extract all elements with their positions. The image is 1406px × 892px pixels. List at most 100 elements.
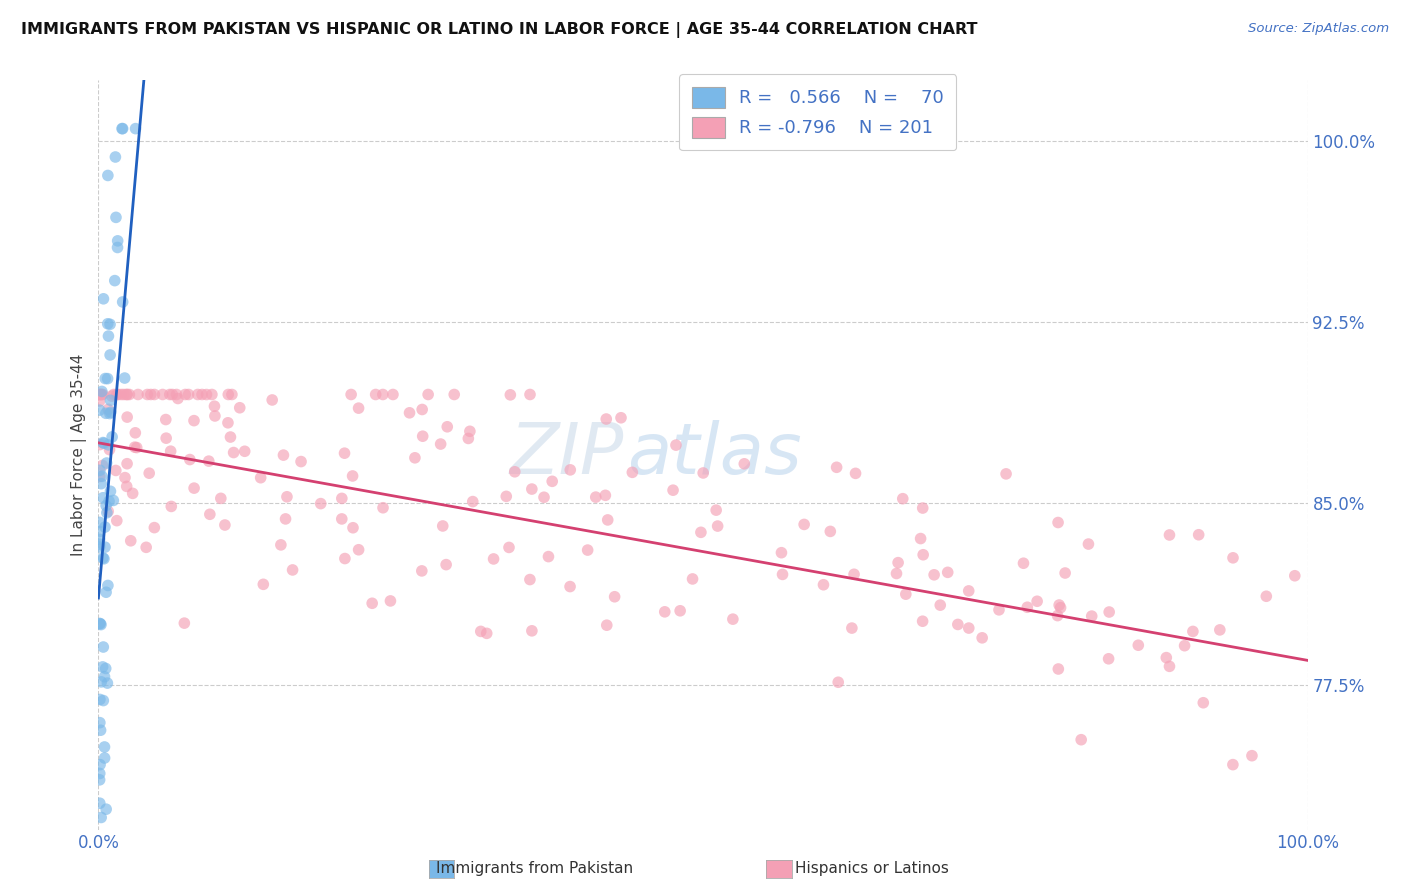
Point	[187, 387, 209, 401]
Point	[90, 384, 112, 399]
Point	[94, 661, 117, 675]
Point	[93, 292, 115, 306]
Point	[342, 469, 364, 483]
Point	[219, 430, 242, 444]
Point	[436, 419, 458, 434]
Point	[533, 490, 555, 504]
Point	[475, 626, 498, 640]
Point	[110, 387, 132, 401]
Point	[342, 521, 364, 535]
Point	[911, 614, 934, 628]
Point	[94, 540, 117, 554]
Text: atlas: atlas	[627, 420, 801, 490]
Point	[89, 533, 111, 547]
Point	[97, 317, 120, 331]
Point	[1159, 528, 1181, 542]
Point	[733, 457, 755, 471]
Point	[89, 524, 111, 539]
Point	[381, 387, 404, 401]
Point	[498, 541, 520, 555]
Point	[93, 436, 115, 450]
Point	[112, 387, 135, 401]
Point	[103, 387, 125, 401]
Point	[662, 483, 685, 498]
Point	[89, 437, 111, 451]
Point	[107, 234, 129, 248]
Point	[91, 640, 114, 654]
Point	[595, 412, 617, 426]
Point	[97, 329, 120, 343]
Point	[922, 567, 945, 582]
Point	[276, 490, 298, 504]
Point	[89, 772, 111, 787]
Point	[90, 810, 112, 824]
Point	[120, 533, 142, 548]
Point	[669, 604, 692, 618]
Point	[912, 548, 935, 562]
Point	[820, 524, 842, 539]
Point	[139, 387, 162, 401]
Point	[159, 444, 181, 458]
Point	[274, 512, 297, 526]
Point	[603, 590, 626, 604]
Point	[162, 387, 184, 401]
Point	[1047, 516, 1070, 530]
Point	[89, 516, 111, 530]
Point	[520, 482, 543, 496]
Point	[772, 567, 794, 582]
Point	[183, 481, 205, 495]
Point	[333, 551, 356, 566]
Point	[183, 414, 205, 428]
Point	[89, 540, 111, 554]
Point	[1256, 589, 1278, 603]
Point	[330, 512, 353, 526]
Point	[270, 538, 292, 552]
Point	[1012, 556, 1035, 570]
Point	[1070, 732, 1092, 747]
Point	[262, 392, 284, 407]
Point	[97, 578, 120, 592]
Point	[89, 757, 111, 772]
Point	[233, 444, 256, 458]
Point	[91, 550, 114, 565]
Point	[249, 471, 271, 485]
Point	[910, 532, 932, 546]
Point	[177, 387, 200, 401]
Point	[793, 517, 815, 532]
Point	[105, 387, 128, 401]
Text: Hispanics or Latinos: Hispanics or Latinos	[794, 861, 949, 876]
Point	[127, 387, 149, 401]
Point	[1054, 566, 1077, 580]
Point	[1017, 600, 1039, 615]
Point	[988, 603, 1011, 617]
Point	[841, 621, 863, 635]
Point	[503, 465, 526, 479]
Point	[520, 624, 543, 638]
Point	[98, 494, 121, 508]
Legend: R =   0.566    N =    70, R = -0.796    N = 201: R = 0.566 N = 70, R = -0.796 N = 201	[679, 74, 956, 151]
Point	[482, 552, 505, 566]
Point	[957, 621, 980, 635]
Point	[97, 371, 120, 385]
Point	[704, 503, 727, 517]
Point	[827, 675, 849, 690]
Point	[115, 457, 138, 471]
Point	[1222, 757, 1244, 772]
Point	[411, 564, 433, 578]
Point	[111, 295, 134, 310]
Point	[443, 387, 465, 401]
Point	[560, 463, 582, 477]
Point	[98, 442, 121, 457]
Point	[105, 514, 128, 528]
Point	[90, 469, 112, 483]
Point	[371, 500, 394, 515]
Point	[842, 567, 865, 582]
Point	[89, 469, 111, 483]
Point	[121, 486, 143, 500]
Point	[91, 387, 114, 401]
Point	[1098, 605, 1121, 619]
Point	[91, 660, 114, 674]
Point	[97, 504, 120, 518]
Point	[97, 438, 120, 452]
Point	[1159, 659, 1181, 673]
